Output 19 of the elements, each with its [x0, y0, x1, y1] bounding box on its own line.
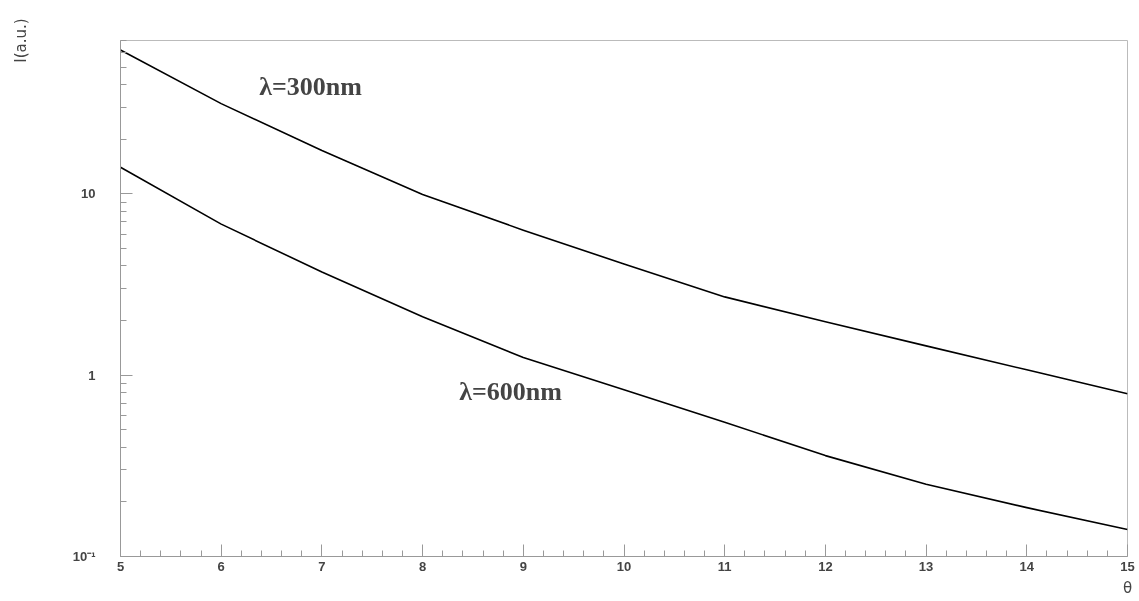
- x-tick-label: 15: [1120, 558, 1135, 574]
- x-tick-label: 14: [1019, 558, 1035, 574]
- x-tick-label: 11: [717, 558, 732, 574]
- x-tick-label: 6: [217, 558, 225, 574]
- x-tick-label: 7: [318, 558, 326, 574]
- y-tick-label: 1: [88, 367, 96, 383]
- x-axis-title: θ: [1122, 578, 1133, 597]
- x-tick-label: 9: [519, 558, 527, 574]
- y-tick-label: 10: [81, 186, 96, 202]
- x-tick-label: 10: [616, 558, 632, 574]
- x-tick-label: 8: [418, 558, 427, 574]
- x-tick-label: 12: [818, 558, 833, 574]
- line-series: [120, 166, 1128, 531]
- annotation: λ=300nm: [259, 72, 363, 101]
- y-axis-title: I(a.u.): [11, 18, 30, 63]
- x-tick-label: 5: [116, 558, 125, 574]
- annotation: λ=600nm: [459, 377, 563, 406]
- y-tick-label: 10⁻¹: [72, 549, 96, 564]
- x-tick-label: 13: [918, 558, 934, 574]
